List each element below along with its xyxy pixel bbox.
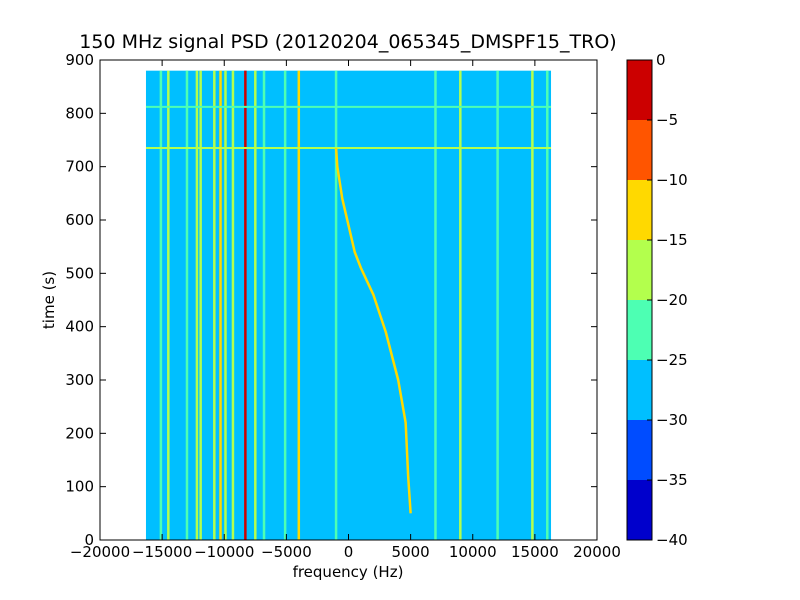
y-tick-label: 500 [65, 264, 94, 282]
x-tick-label: −10000 [194, 543, 254, 561]
colorbar: −40 −35 −30 −25 −20 −15 −10 −5 0 [626, 51, 688, 549]
colorbar-tick-label: −15 [656, 231, 688, 249]
x-tick-label: 0 [344, 543, 354, 561]
x-tick-label: 15000 [511, 543, 559, 561]
plot-area [145, 70, 552, 541]
colorbar-tick-label: −40 [656, 531, 688, 549]
y-tick-label: 100 [65, 478, 94, 496]
y-tick-label: 700 [65, 158, 94, 176]
x-tick-label: 5000 [392, 543, 430, 561]
x-tick-label: 10000 [449, 543, 497, 561]
x-tick-label: −5000 [261, 543, 312, 561]
colorbar-tick-label: −5 [656, 111, 678, 129]
y-tick-label: 600 [65, 211, 94, 229]
colorbar-segment [627, 60, 652, 120]
colorbar-tick-label: −35 [656, 471, 688, 489]
axes: −20000 −15000 −10000 −5000 0 5000 10000 15000 20… [65, 51, 621, 561]
colorbar-segment [627, 360, 652, 420]
x-tick-label: 20000 [573, 543, 621, 561]
y-tick-label: 200 [65, 424, 94, 442]
colorbar-tick-label: −10 [656, 171, 688, 189]
x-tick-label: −15000 [132, 543, 192, 561]
y-tick-label: 800 [65, 104, 94, 122]
colorbar-tick-label: −30 [656, 411, 688, 429]
y-axis-label: time (s) [40, 271, 58, 329]
spectrogram-background [145, 70, 552, 541]
colorbar-tick-label: 0 [656, 51, 666, 69]
y-tick-label: 300 [65, 371, 94, 389]
colorbar-segment [627, 420, 652, 480]
y-tick-label: 900 [65, 51, 94, 69]
colorbar-segment [627, 240, 652, 300]
colorbar-segment [627, 180, 652, 240]
colorbar-tick-label: −25 [656, 351, 688, 369]
colorbar-tick-label: −20 [656, 291, 688, 309]
y-tick-label: 0 [84, 531, 94, 549]
doppler-trace [334, 147, 412, 514]
chart-title: 150 MHz signal PSD (20120204_065345_DMSP… [79, 31, 616, 53]
y-tick-label: 400 [65, 318, 94, 336]
colorbar-segment [627, 120, 652, 180]
x-tick-label: −20000 [70, 543, 130, 561]
colorbar-segment [627, 480, 652, 540]
x-axis-label: frequency (Hz) [293, 563, 404, 581]
colorbar-segment [627, 300, 652, 360]
